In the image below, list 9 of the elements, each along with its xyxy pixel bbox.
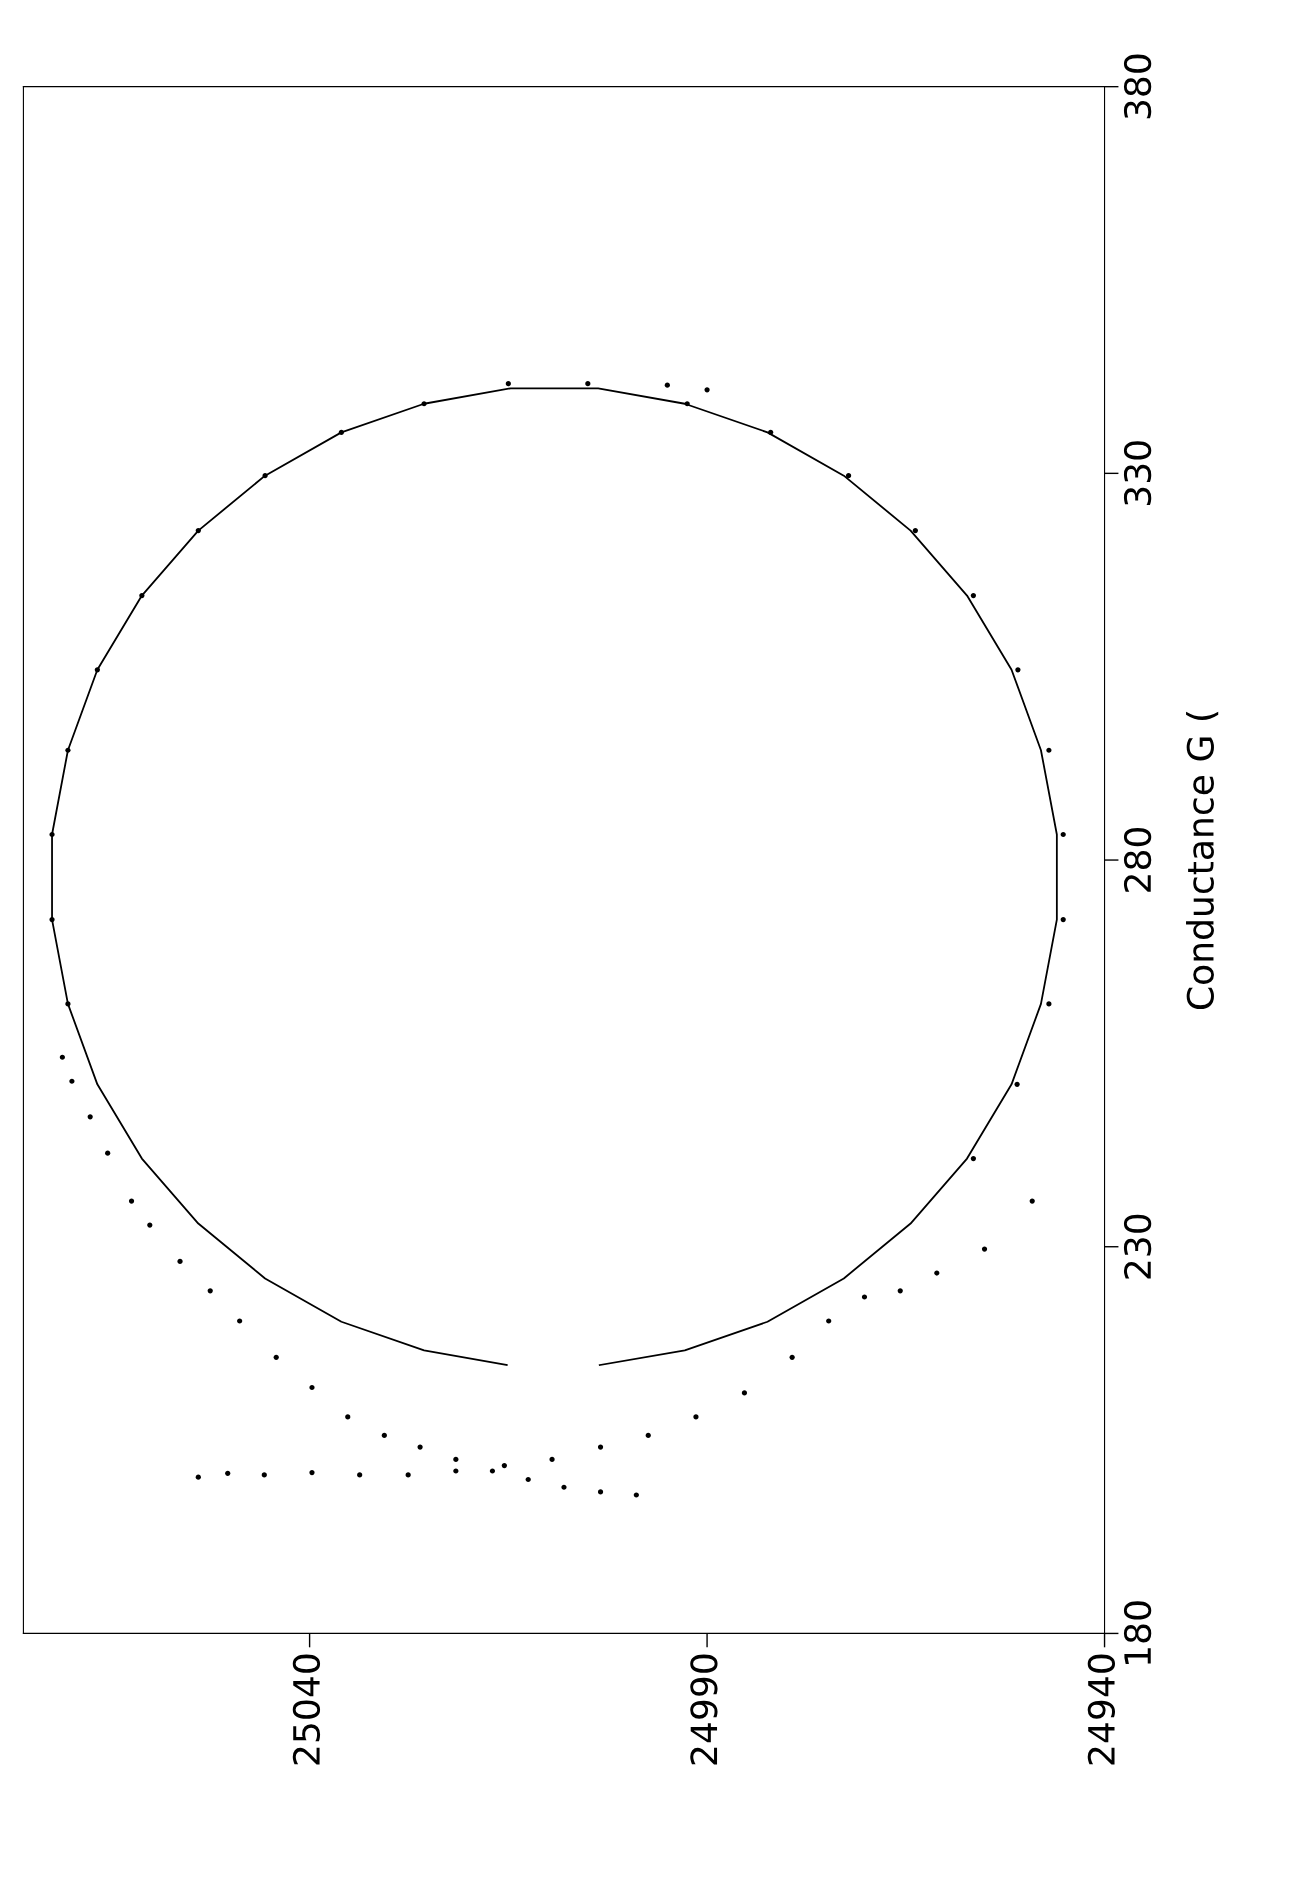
y-axis-title: Conductance G (: [1186, 711, 1219, 1010]
y-tick-label: 280: [1123, 827, 1152, 892]
x-tick-label: 25040: [292, 1654, 321, 1765]
y-tick-label: 330: [1123, 441, 1152, 506]
x-tick-label: 24990: [690, 1654, 718, 1765]
y-tick-label: 180: [1123, 1601, 1152, 1664]
y-tick-label: 230: [1123, 1214, 1152, 1279]
x-tick-label: 24940: [1087, 1654, 1116, 1765]
y-tick-label: 380: [1123, 54, 1152, 119]
